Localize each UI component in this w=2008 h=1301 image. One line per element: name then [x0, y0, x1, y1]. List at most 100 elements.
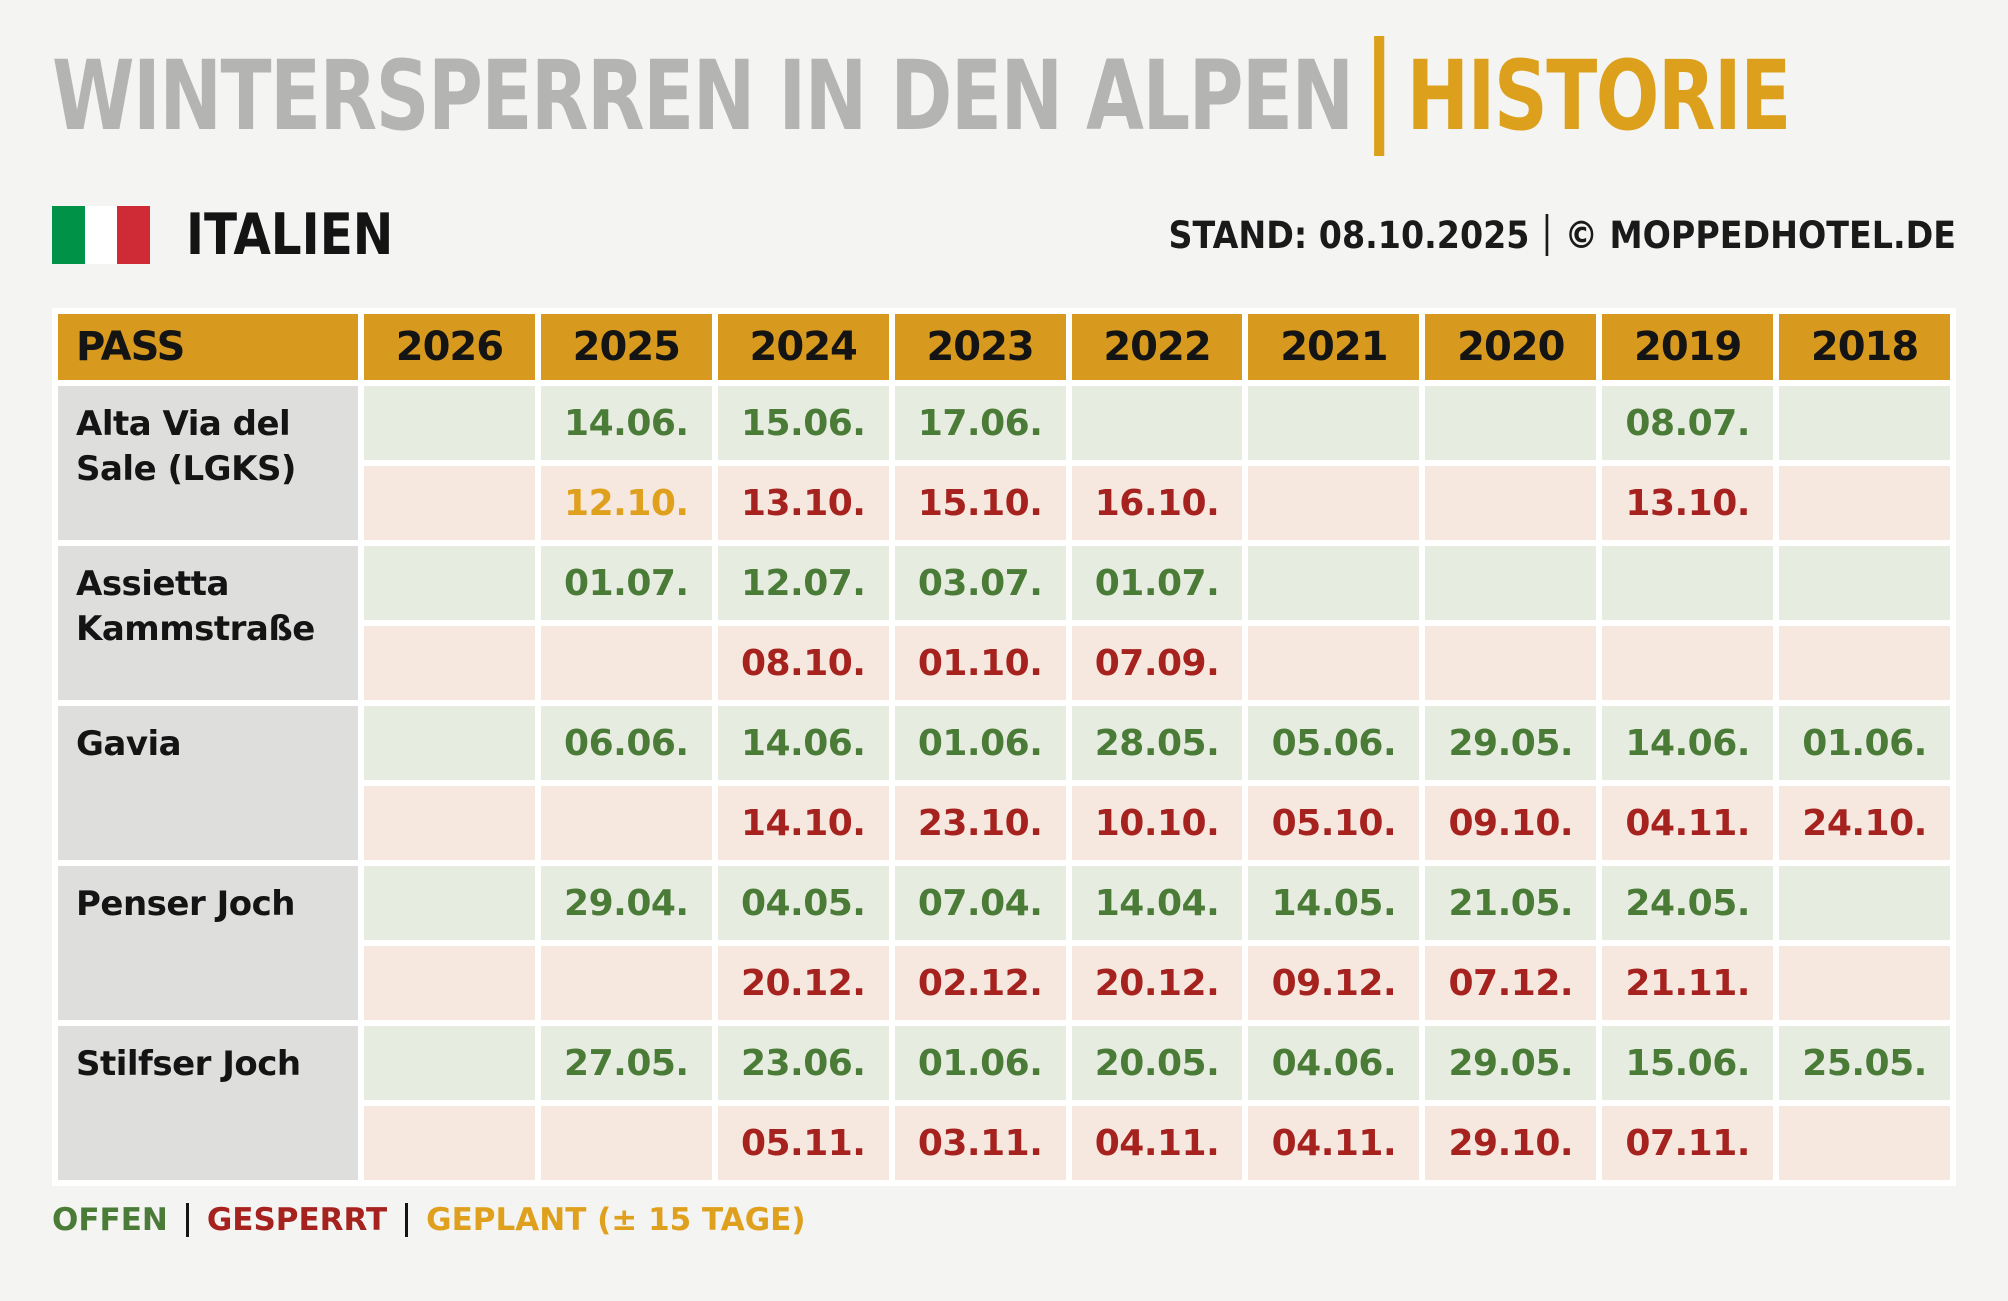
closed-date-cell: 09.12.: [1248, 946, 1420, 1020]
legend: OFFEN GESPERRT GEPLANT (± 15 TAGE): [52, 1202, 1956, 1238]
legend-separator: [405, 1203, 409, 1237]
open-date-cell: 01.06.: [894, 706, 1066, 780]
history-table-wrapper: PASS 2026 2025 2024 2023 2022 2021 2020 2019 2018…: [52, 308, 1956, 1186]
open-date-cell: [1602, 546, 1774, 620]
closed-date-cell: 15.10.: [894, 466, 1066, 540]
country-name: ITALIEN: [186, 202, 394, 268]
closed-date-cell: [364, 946, 535, 1020]
history-table: PASS 2026 2025 2024 2023 2022 2021 2020 2019 2018…: [58, 314, 1950, 1180]
stand-divider-bar: [1545, 214, 1549, 256]
closed-date-cell: 09.10.: [1425, 786, 1597, 860]
closed-date-cell: [1602, 626, 1774, 700]
italy-flag-icon: [52, 206, 151, 264]
year-header-cell: 2022: [1071, 314, 1243, 380]
closed-date-cell: [364, 466, 535, 540]
open-date-cell: [364, 1026, 535, 1100]
closed-date-cell: 07.11.: [1602, 1106, 1774, 1180]
open-date-cell: [1779, 866, 1950, 940]
closed-date-cell: [364, 626, 535, 700]
open-date-cell: 21.05.: [1425, 866, 1597, 940]
closed-date-cell: 04.11.: [1071, 1106, 1243, 1180]
closed-date-cell: 04.11.: [1602, 786, 1774, 860]
closed-date-cell: [540, 946, 712, 1020]
closed-date-cell: 23.10.: [894, 786, 1066, 860]
open-date-cell: 27.05.: [540, 1026, 712, 1100]
closed-date-cell: 12.10.: [540, 466, 712, 540]
country-heading: ITALIEN: [52, 202, 430, 268]
open-date-cell: 29.05.: [1425, 706, 1597, 780]
open-date-cell: 01.06.: [1779, 706, 1950, 780]
year-header-cell: 2020: [1425, 314, 1597, 380]
open-date-cell: 05.06.: [1248, 706, 1420, 780]
open-date-cell: [1248, 386, 1420, 460]
open-date-cell: [1425, 386, 1597, 460]
closed-date-cell: 05.10.: [1248, 786, 1420, 860]
open-date-cell: 29.04.: [540, 866, 712, 940]
open-date-cell: 15.06.: [1602, 1026, 1774, 1100]
closed-date-cell: [1425, 466, 1597, 540]
open-date-cell: 14.06.: [717, 706, 889, 780]
open-date-cell: 25.05.: [1779, 1026, 1950, 1100]
year-header-cell: 2024: [717, 314, 889, 380]
page-title: WINTERSPERREN IN DEN ALPEN HISTORIE: [52, 36, 1791, 156]
pass-name-cell: Alta Via del Sale (LGKS): [58, 386, 358, 540]
closed-date-cell: 16.10.: [1071, 466, 1243, 540]
open-date-cell: 12.07.: [717, 546, 889, 620]
stand-line: STAND: 08.10.2025 © MOPPEDHOTEL.DE: [1168, 214, 1956, 257]
open-date-cell: [364, 706, 535, 780]
open-date-cell: [1425, 546, 1597, 620]
closed-date-cell: 05.11.: [717, 1106, 889, 1180]
open-date-cell: 03.07.: [894, 546, 1066, 620]
open-date-cell: 07.04.: [894, 866, 1066, 940]
open-date-cell: 01.07.: [1071, 546, 1243, 620]
open-date-cell: 08.07.: [1602, 386, 1774, 460]
country-row: ITALIEN STAND: 08.10.2025 © MOPPEDHOTEL.…: [52, 202, 1956, 268]
stand-date: STAND: 08.10.2025: [1168, 213, 1530, 257]
closed-date-cell: 10.10.: [1071, 786, 1243, 860]
closed-date-cell: [364, 786, 535, 860]
open-date-cell: 01.07.: [540, 546, 712, 620]
closed-date-cell: 07.09.: [1071, 626, 1243, 700]
closed-date-cell: [540, 626, 712, 700]
open-date-cell: 14.04.: [1071, 866, 1243, 940]
closed-date-cell: 13.10.: [717, 466, 889, 540]
legend-offen: OFFEN: [52, 1202, 168, 1238]
closed-date-cell: 13.10.: [1602, 466, 1774, 540]
legend-geplant: GEPLANT (± 15 TAGE): [426, 1202, 806, 1238]
closed-date-cell: [1248, 626, 1420, 700]
closed-date-cell: 14.10.: [717, 786, 889, 860]
closed-date-cell: 04.11.: [1248, 1106, 1420, 1180]
year-header-cell: 2025: [540, 314, 712, 380]
flag-stripe-green: [52, 206, 85, 264]
closed-date-cell: [1248, 466, 1420, 540]
closed-date-cell: 07.12.: [1425, 946, 1597, 1020]
closed-date-cell: [540, 786, 712, 860]
open-date-cell: [1779, 386, 1950, 460]
open-date-cell: 29.05.: [1425, 1026, 1597, 1100]
closed-date-cell: 02.12.: [894, 946, 1066, 1020]
pass-name-cell: Stilfser Joch: [58, 1026, 358, 1180]
open-date-cell: 14.06.: [1602, 706, 1774, 780]
year-header-cell: 2019: [1602, 314, 1774, 380]
copyright-source: © MOPPEDHOTEL.DE: [1564, 213, 1956, 257]
closed-date-cell: 20.12.: [1071, 946, 1243, 1020]
pass-header-cell: PASS: [58, 314, 358, 380]
closed-date-cell: 24.10.: [1779, 786, 1950, 860]
closed-date-cell: 01.10.: [894, 626, 1066, 700]
infographic-page: WINTERSPERREN IN DEN ALPEN HISTORIE ITAL…: [52, 36, 1956, 1238]
closed-date-cell: 21.11.: [1602, 946, 1774, 1020]
closed-date-cell: [1779, 466, 1950, 540]
open-date-cell: 04.06.: [1248, 1026, 1420, 1100]
open-date-cell: 24.05.: [1602, 866, 1774, 940]
open-date-cell: 01.06.: [894, 1026, 1066, 1100]
open-date-cell: 06.06.: [540, 706, 712, 780]
legend-separator: [185, 1203, 189, 1237]
closed-date-cell: [540, 1106, 712, 1180]
open-date-cell: [364, 386, 535, 460]
flag-stripe-red: [117, 206, 151, 264]
closed-date-cell: 29.10.: [1425, 1106, 1597, 1180]
year-header-cell: 2018: [1779, 314, 1950, 380]
year-header-cell: 2021: [1248, 314, 1420, 380]
flag-stripe-white: [84, 206, 118, 264]
closed-date-cell: [1779, 946, 1950, 1020]
